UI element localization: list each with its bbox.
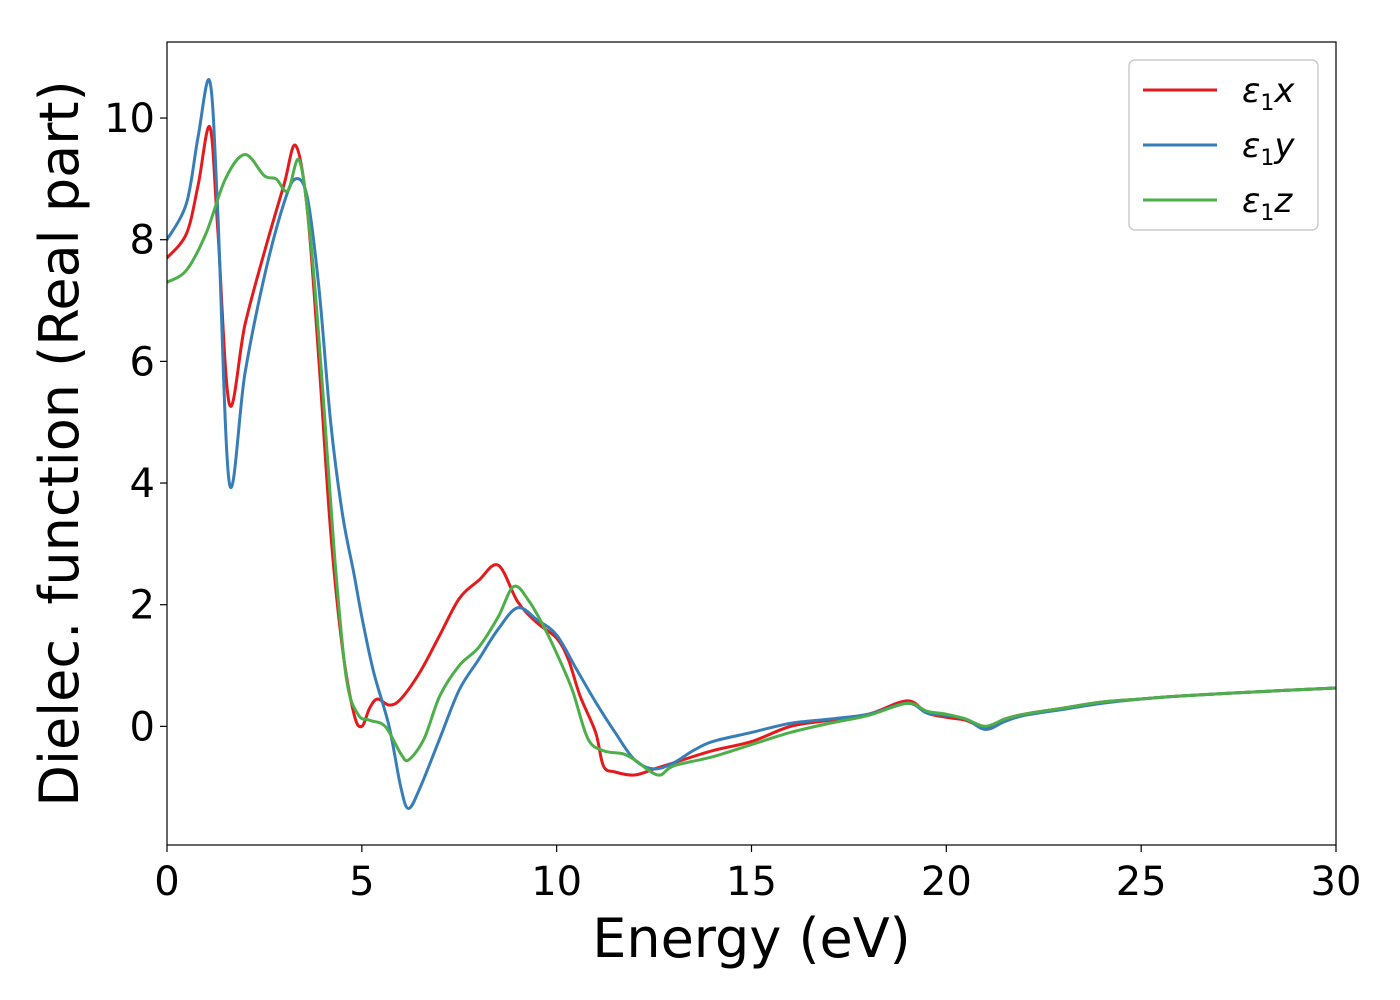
legend: ε1x ε1y ε1z bbox=[1128, 59, 1319, 231]
x-tick-label: 25 bbox=[1116, 859, 1167, 905]
y-axis: 0 2 4 6 8 10 bbox=[104, 96, 167, 750]
series-line-z bbox=[167, 153, 1336, 777]
x-tick-label: 5 bbox=[349, 859, 374, 905]
x-tick-label: 10 bbox=[531, 859, 582, 905]
legend-entry: ε1z bbox=[1242, 181, 1293, 226]
legend-box bbox=[1128, 59, 1319, 231]
legend-entry: ε1x bbox=[1242, 71, 1295, 116]
y-tick-label: 2 bbox=[130, 583, 155, 629]
x-axis-label: Energy (eV) bbox=[592, 907, 911, 970]
y-tick-label: 8 bbox=[130, 218, 155, 264]
x-tick-label: 30 bbox=[1311, 859, 1362, 905]
y-tick-label: 0 bbox=[130, 704, 155, 750]
legend-entry: ε1y bbox=[1242, 126, 1295, 171]
y-axis-label: Dielec. function (Real part) bbox=[28, 80, 91, 806]
y-tick-label: 6 bbox=[130, 339, 155, 385]
y-tick-label: 10 bbox=[104, 96, 155, 142]
series-layer bbox=[167, 78, 1336, 810]
x-tick-label: 0 bbox=[154, 859, 179, 905]
x-axis: 0 5 10 15 20 25 30 bbox=[154, 845, 1361, 905]
y-tick-label: 4 bbox=[130, 461, 155, 507]
x-tick-label: 15 bbox=[726, 859, 777, 905]
x-tick-label: 20 bbox=[921, 859, 972, 905]
